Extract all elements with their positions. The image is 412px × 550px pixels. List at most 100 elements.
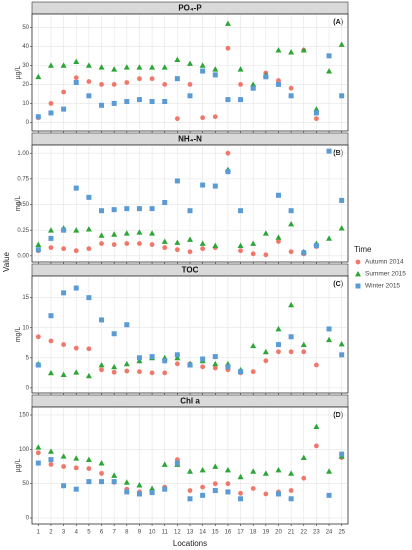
point <box>288 470 295 476</box>
point <box>200 68 206 74</box>
point <box>288 496 294 502</box>
point <box>86 194 92 200</box>
point <box>60 62 67 68</box>
point <box>224 20 231 26</box>
point <box>111 207 117 213</box>
point <box>338 340 345 347</box>
point <box>111 66 118 72</box>
point <box>123 360 130 367</box>
point <box>212 354 218 360</box>
y-tick-label: 0.75 <box>17 176 29 182</box>
point <box>86 295 92 301</box>
legend-label: Winter 2015 <box>365 283 400 290</box>
x-tick-label: 4 <box>75 530 79 536</box>
point <box>238 97 244 103</box>
x-tick-label: 16 <box>225 530 232 536</box>
point <box>326 53 332 59</box>
y-tick-label: 0.50 <box>17 202 29 208</box>
x-tick-label: 8 <box>125 530 129 536</box>
point <box>35 114 41 120</box>
point <box>200 182 206 188</box>
point <box>275 491 281 497</box>
point <box>60 371 67 378</box>
point <box>339 93 345 99</box>
point <box>225 97 231 103</box>
point <box>136 357 143 364</box>
point <box>136 482 143 488</box>
point <box>339 352 345 358</box>
point <box>137 241 142 246</box>
point <box>187 249 193 255</box>
point <box>212 66 219 72</box>
point <box>187 496 193 502</box>
point <box>263 358 269 364</box>
panel-y-label: µg/L <box>15 66 22 80</box>
point <box>224 466 231 473</box>
point <box>275 47 282 53</box>
point <box>73 79 79 85</box>
point <box>73 185 79 191</box>
point <box>200 246 206 252</box>
point <box>275 234 282 240</box>
point <box>85 62 92 68</box>
point <box>212 488 218 494</box>
point <box>250 251 256 257</box>
y-tick-label: 50 <box>22 481 29 487</box>
x-tick-label: 14 <box>199 530 206 536</box>
point <box>174 178 180 184</box>
point <box>111 100 117 106</box>
point <box>124 80 130 85</box>
point <box>288 93 294 99</box>
point <box>288 85 294 91</box>
point <box>85 226 92 232</box>
point <box>238 248 243 254</box>
panel: NH₄-N(B)mg/L0.000.250.500.751.00 <box>15 132 349 264</box>
y-tick-label: 30 <box>22 63 29 69</box>
plot-border <box>31 13 349 132</box>
legend-swatch <box>355 283 361 289</box>
point <box>300 454 307 460</box>
y-axis-label: Value <box>2 252 11 272</box>
point <box>124 368 130 374</box>
x-tick-label: 23 <box>313 530 320 536</box>
point <box>225 364 231 370</box>
point <box>99 470 104 476</box>
point <box>262 230 269 236</box>
point <box>99 208 105 214</box>
point <box>73 248 79 254</box>
point <box>162 358 168 364</box>
point <box>314 443 319 449</box>
point <box>86 93 92 99</box>
point <box>276 239 281 244</box>
point <box>212 360 219 367</box>
point <box>73 285 79 291</box>
point <box>263 74 269 80</box>
point <box>99 479 105 485</box>
point <box>35 460 41 466</box>
point <box>301 349 307 355</box>
point <box>250 369 256 375</box>
point <box>199 62 206 68</box>
point <box>137 369 142 375</box>
plot-border <box>31 406 349 525</box>
point <box>124 489 130 495</box>
panel-tag: (A) <box>333 19 343 26</box>
point <box>250 486 256 491</box>
point <box>174 460 180 466</box>
x-tick-label: 3 <box>62 530 66 536</box>
x-tick-label: 9 <box>138 530 142 536</box>
point <box>111 472 118 478</box>
point <box>35 73 42 80</box>
point <box>48 235 54 241</box>
point <box>288 334 294 340</box>
point <box>162 486 168 492</box>
point <box>187 93 193 99</box>
point <box>326 336 333 343</box>
point <box>61 290 67 296</box>
panel: TOC (C) mg/L 0 5 10 15 <box>15 263 349 395</box>
point <box>85 456 92 463</box>
x-tick-label: 12 <box>174 530 181 536</box>
point <box>61 342 66 347</box>
y-tick-label: 15 <box>22 295 29 301</box>
point <box>174 76 180 82</box>
